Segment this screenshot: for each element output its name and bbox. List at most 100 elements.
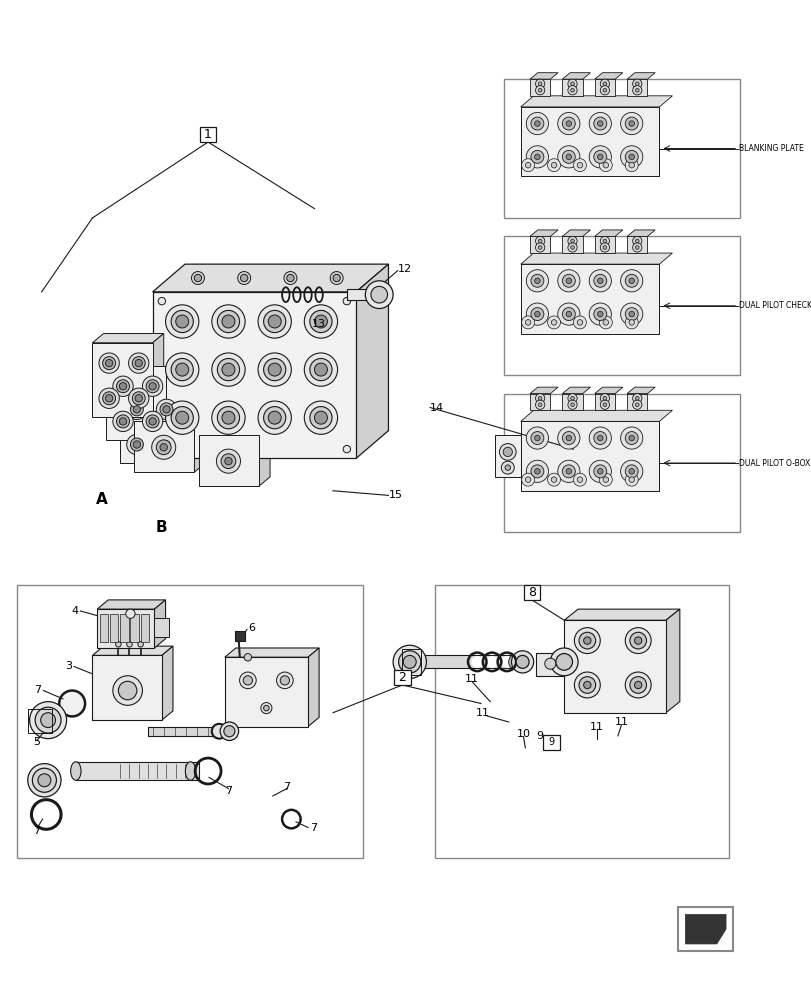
Text: 1: 1 — [204, 128, 212, 141]
Circle shape — [562, 150, 575, 163]
Circle shape — [597, 469, 603, 474]
Circle shape — [277, 672, 293, 689]
Bar — [530, 394, 550, 410]
Circle shape — [99, 353, 119, 373]
Circle shape — [557, 146, 579, 168]
Polygon shape — [152, 334, 164, 417]
Circle shape — [175, 411, 188, 424]
Circle shape — [212, 724, 226, 739]
Circle shape — [624, 117, 637, 130]
Bar — [594, 394, 614, 410]
Circle shape — [538, 82, 541, 86]
Circle shape — [516, 655, 529, 668]
Circle shape — [534, 469, 539, 474]
Circle shape — [310, 310, 332, 333]
Text: 9: 9 — [547, 737, 554, 747]
Circle shape — [635, 88, 638, 92]
Bar — [28, 709, 52, 733]
Circle shape — [499, 444, 516, 460]
Circle shape — [264, 407, 285, 429]
Circle shape — [530, 117, 543, 130]
Circle shape — [165, 353, 199, 386]
Circle shape — [578, 677, 595, 693]
Circle shape — [304, 401, 337, 434]
Text: 10: 10 — [516, 729, 530, 739]
Polygon shape — [626, 73, 654, 79]
Circle shape — [624, 274, 637, 287]
Circle shape — [629, 435, 633, 441]
Bar — [120, 389, 180, 463]
Circle shape — [535, 243, 544, 252]
Circle shape — [530, 432, 543, 445]
Circle shape — [304, 305, 337, 338]
Circle shape — [620, 460, 642, 482]
Circle shape — [620, 270, 642, 292]
Circle shape — [603, 403, 606, 407]
Text: 8: 8 — [527, 586, 535, 599]
Circle shape — [570, 82, 573, 86]
Circle shape — [593, 432, 606, 445]
Circle shape — [567, 243, 577, 252]
Polygon shape — [180, 380, 191, 463]
Circle shape — [635, 246, 638, 249]
Circle shape — [530, 274, 543, 287]
Bar — [677, 907, 732, 951]
Circle shape — [557, 460, 579, 482]
Circle shape — [557, 270, 579, 292]
Ellipse shape — [71, 762, 81, 780]
Circle shape — [260, 703, 272, 714]
Polygon shape — [626, 230, 654, 236]
Polygon shape — [594, 73, 622, 79]
Text: BLANKING PLATE: BLANKING PLATE — [738, 144, 803, 153]
Circle shape — [314, 411, 327, 424]
Circle shape — [620, 146, 642, 168]
Polygon shape — [626, 387, 654, 394]
Bar — [140, 614, 148, 642]
Circle shape — [629, 311, 633, 317]
Circle shape — [551, 477, 556, 482]
Bar — [594, 79, 614, 96]
Circle shape — [557, 303, 579, 325]
Text: 2: 2 — [398, 671, 406, 684]
Polygon shape — [134, 412, 205, 421]
Circle shape — [148, 418, 157, 425]
Circle shape — [526, 270, 547, 292]
Circle shape — [521, 159, 534, 172]
Circle shape — [37, 805, 55, 824]
Bar — [225, 657, 307, 727]
Ellipse shape — [416, 655, 425, 668]
Circle shape — [535, 400, 544, 409]
Circle shape — [567, 79, 577, 88]
Circle shape — [157, 399, 177, 420]
Circle shape — [191, 272, 204, 284]
Circle shape — [629, 469, 633, 474]
Circle shape — [165, 305, 199, 338]
Circle shape — [171, 358, 193, 381]
Bar — [17, 585, 363, 858]
Circle shape — [244, 654, 251, 661]
Text: 5: 5 — [33, 737, 41, 747]
Polygon shape — [684, 914, 725, 944]
Circle shape — [597, 278, 603, 284]
Circle shape — [217, 310, 239, 333]
Circle shape — [343, 445, 350, 453]
Circle shape — [535, 86, 544, 95]
Circle shape — [629, 121, 633, 126]
Circle shape — [264, 705, 268, 711]
Circle shape — [629, 278, 633, 284]
Circle shape — [635, 82, 638, 86]
Circle shape — [525, 477, 530, 482]
Text: DUAL PILOT CHECK: DUAL PILOT CHECK — [738, 301, 811, 310]
Circle shape — [393, 645, 426, 679]
Circle shape — [593, 117, 606, 130]
Polygon shape — [594, 387, 622, 394]
Circle shape — [310, 358, 332, 381]
Circle shape — [152, 435, 175, 459]
Polygon shape — [356, 264, 388, 458]
Circle shape — [633, 681, 642, 689]
Circle shape — [544, 658, 556, 669]
Polygon shape — [564, 609, 679, 620]
Circle shape — [113, 376, 133, 396]
Circle shape — [551, 320, 556, 325]
Text: 6: 6 — [247, 623, 255, 633]
